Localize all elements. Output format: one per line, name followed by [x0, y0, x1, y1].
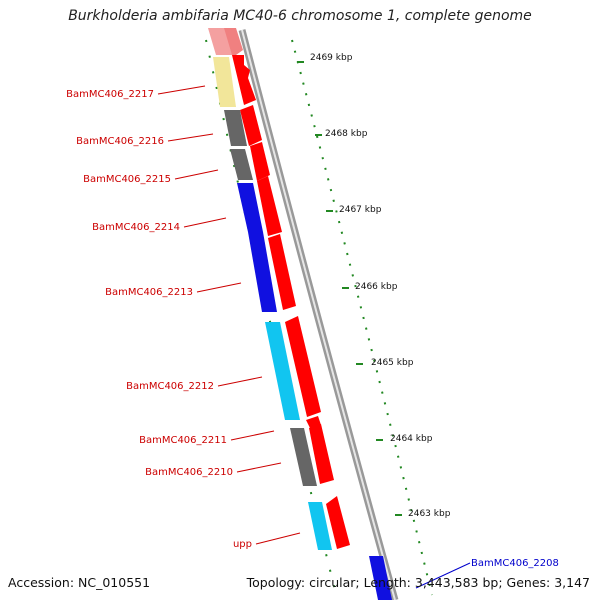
cds-arrow	[232, 55, 256, 105]
gene-bar	[230, 149, 253, 180]
gene-label: BamMC406_2208	[471, 558, 559, 569]
cds-arrow	[309, 424, 334, 484]
gene-bar	[248, 232, 277, 312]
gene-bar	[369, 556, 392, 600]
gene-bar	[224, 110, 247, 146]
ruler-tick-group: 2469 kbp 2468 kbp 2467 kbp 2466 kbp 2465…	[297, 53, 451, 519]
gene-label: BamMC406_2211	[139, 435, 227, 446]
gene-label: BamMC406_2217	[66, 89, 154, 100]
ruler-tick-label: 2465 kbp	[371, 358, 414, 368]
gene-label: BamMC406_2214	[92, 222, 180, 233]
leader-line	[167, 133, 214, 142]
cds-arrow	[240, 105, 262, 146]
cds-arrow	[306, 416, 321, 428]
leader-line	[174, 169, 219, 180]
gene-track	[208, 28, 392, 600]
gene-bar	[290, 428, 317, 486]
leader-line	[157, 85, 206, 95]
gene-label: BamMC406_2212	[126, 381, 214, 392]
gene-bar	[213, 57, 236, 107]
cds-arrow	[268, 234, 296, 310]
gene-labels: BamMC406_2217 BamMC406_2216 BamMC406_221…	[66, 89, 559, 569]
gene-bar	[237, 183, 263, 232]
leader-line	[415, 562, 471, 589]
genome-summary-text: Topology: circular; Length: 3,443,583 bp…	[246, 575, 590, 590]
cds-track	[222, 28, 350, 549]
ruler-tick-label: 2467 kbp	[339, 205, 382, 215]
leader-line	[236, 462, 282, 473]
leader-line	[217, 376, 263, 387]
gene-bar	[308, 502, 332, 550]
cds-arrow	[257, 176, 282, 236]
ruler-tick-label: 2466 kbp	[355, 282, 398, 292]
ruler-tick-label: 2464 kbp	[390, 434, 433, 444]
gene-label: BamMC406_2216	[76, 136, 164, 147]
leader-line	[255, 532, 301, 545]
backbone-inner	[241, 29, 396, 600]
gene-label: BamMC406_2215	[83, 174, 171, 185]
gene-bar	[208, 28, 232, 55]
ruler-dotted-line	[291, 39, 433, 596]
accession-text: Accession: NC_010551	[8, 575, 151, 590]
genome-title: Burkholderia ambifaria MC40-6 chromosome…	[68, 8, 532, 24]
cds-arrow	[250, 142, 270, 181]
leader-line	[230, 430, 275, 441]
ruler-tick-label: 2463 kbp	[408, 509, 451, 519]
leader-lines	[157, 85, 471, 589]
ruler-tick-label: 2468 kbp	[325, 129, 368, 139]
gene-label: BamMC406_2210	[145, 467, 233, 478]
leader-line	[196, 282, 242, 293]
leader-line	[183, 217, 227, 228]
gene-bar	[265, 322, 300, 420]
cds-arrow	[326, 496, 350, 549]
ruler-tick-label: 2469 kbp	[310, 53, 353, 63]
gene-label: BamMC406_2213	[105, 287, 193, 298]
gene-label: upp	[233, 539, 252, 550]
cds-arrow	[285, 316, 321, 417]
